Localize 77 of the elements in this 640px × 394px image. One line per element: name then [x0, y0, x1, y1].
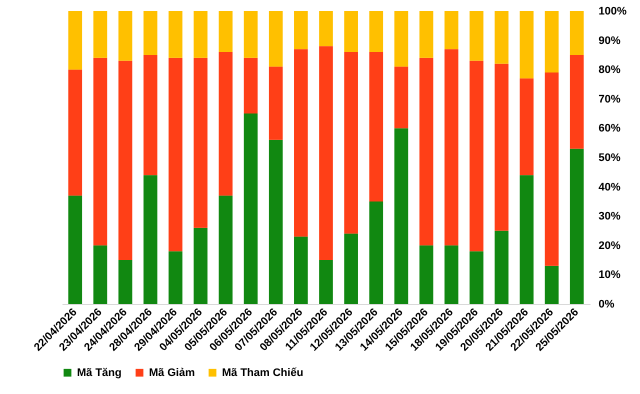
bar [244, 11, 258, 58]
bar [93, 11, 108, 58]
bar [244, 114, 258, 304]
legend-label: Mã Giảm [149, 366, 196, 379]
bar [268, 11, 283, 67]
bar [294, 236, 308, 304]
bar [68, 70, 82, 196]
bar [244, 58, 258, 114]
bar [118, 11, 132, 61]
bar [118, 260, 132, 304]
bar [294, 49, 308, 237]
bar [144, 11, 158, 55]
bar [319, 260, 333, 304]
bar [494, 11, 508, 64]
bar [144, 175, 158, 304]
y-tick-label: 10% [598, 269, 621, 282]
bar [470, 60, 484, 252]
bar [68, 11, 82, 70]
bar [268, 66, 283, 140]
bar [194, 58, 208, 228]
bar [419, 11, 434, 58]
y-tick-label: 60% [598, 122, 621, 135]
y-tick-label: 30% [598, 210, 621, 223]
bar [218, 196, 233, 304]
legend-label: Mã Tăng [77, 366, 122, 379]
bar [194, 11, 208, 58]
bar [520, 175, 534, 304]
bar [369, 201, 384, 304]
bar [369, 52, 384, 202]
bar [344, 234, 358, 304]
bar [544, 72, 559, 266]
bar [494, 64, 508, 231]
bar [319, 46, 333, 260]
legend-label: Mã Tham Chiếu [222, 366, 304, 379]
bar [93, 58, 108, 246]
bar [520, 11, 534, 78]
y-tick-label: 80% [598, 64, 621, 76]
bar [344, 52, 358, 234]
bar [369, 11, 384, 52]
bar [319, 11, 333, 46]
bar [168, 11, 182, 58]
bar [570, 11, 584, 55]
bar [168, 58, 182, 252]
y-tick-label: 70% [598, 93, 621, 106]
bar [394, 66, 408, 128]
bar [268, 140, 283, 304]
bar [144, 54, 158, 176]
bar [68, 196, 82, 304]
bar [194, 228, 208, 304]
y-tick-label: 100% [598, 6, 627, 18]
bar [470, 251, 484, 304]
bar [444, 245, 458, 304]
bar [544, 11, 559, 73]
bar [394, 11, 408, 67]
y-tick-label: 20% [598, 240, 621, 252]
bar [394, 128, 408, 304]
bar [419, 58, 434, 246]
bar [118, 60, 132, 260]
bar [419, 245, 434, 304]
bar [344, 11, 358, 52]
bar [470, 11, 484, 61]
bar [93, 245, 108, 304]
bar [570, 148, 584, 304]
bar [218, 11, 233, 52]
bar [168, 251, 182, 304]
bar [494, 230, 508, 304]
bar [444, 11, 458, 50]
bar [544, 266, 559, 304]
bar [294, 11, 308, 50]
y-tick-label: 40% [598, 181, 621, 194]
y-tick-label: 0% [598, 298, 615, 310]
bar [444, 49, 458, 246]
y-tick-label: 90% [598, 34, 621, 47]
bar [520, 78, 534, 176]
bar [218, 52, 233, 196]
y-tick-label: 50% [598, 152, 621, 164]
bar [570, 54, 584, 149]
